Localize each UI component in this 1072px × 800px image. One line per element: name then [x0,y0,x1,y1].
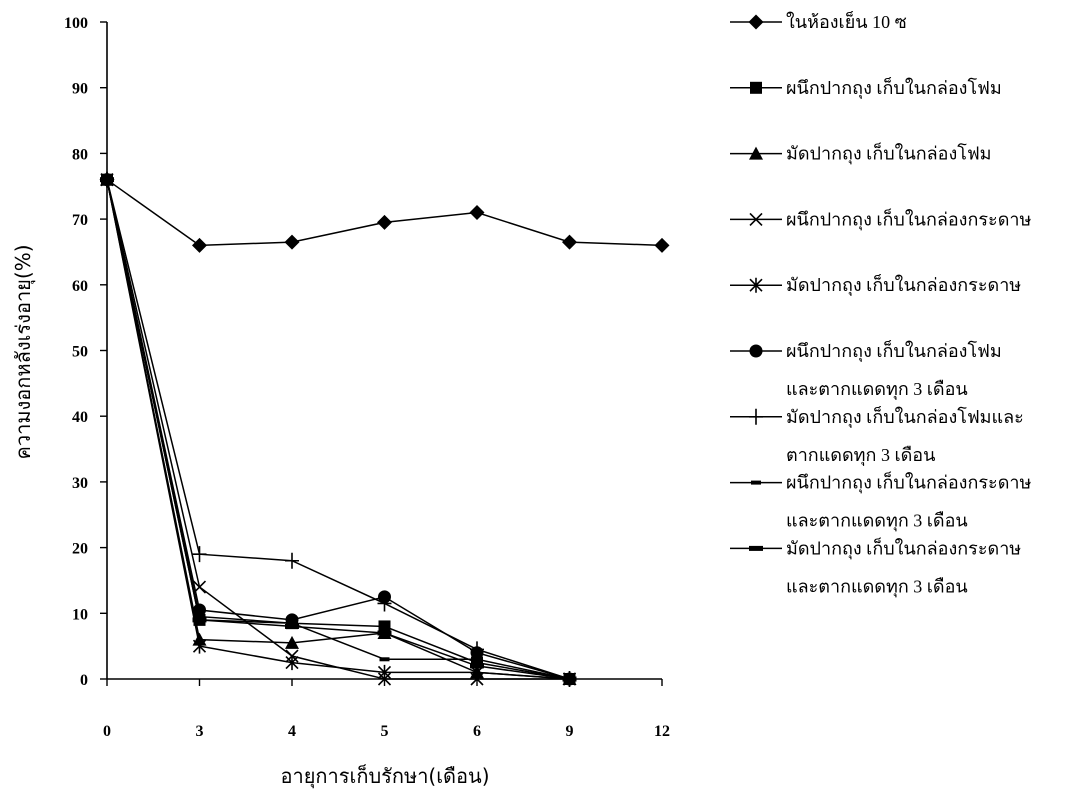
series-6-line [106,179,570,680]
y-tick-label: 30 [72,475,88,492]
series-8-point-3 [194,614,205,619]
short-dash-marker-icon [751,480,761,485]
plus-marker-icon [749,408,763,425]
y-tick-label: 70 [72,212,88,229]
series-9-point-0 [100,177,114,183]
dash-marker-icon [749,545,763,551]
legend-label: ในห้องเย็น 10 ซ [786,10,907,32]
legend-label: ผนึกปากถุง เก็บในกล่องโฟม [786,339,1002,362]
triangle-marker-icon [749,146,763,160]
legend-item-2: ผนึกปากถุง เก็บในกล่องโฟม [730,76,1002,99]
legend-label: ผนึกปากถุง เก็บในกล่องกระดาษ [786,207,1031,230]
series-points [99,171,670,687]
x-axis-title: อายุการเก็บรักษา(เดือน) [280,763,489,789]
legend-item-1: ในห้องเย็น 10 ซ [730,10,907,32]
x-tick-label: 0 [103,723,111,740]
series-1-point-5 [377,214,392,230]
series-7-line [106,179,570,680]
y-tick-label: 10 [72,606,88,623]
legend-label: ตากแดดทุก 3 เดือน [786,445,935,466]
series-9-point-4 [285,623,299,629]
series-7-point-4 [285,552,299,569]
series-3-point-4 [285,635,299,649]
series-2-line [106,179,570,680]
series-7-point-6 [470,641,484,658]
legend-item-8: ผนึกปากถุง เก็บในกล่องกระดาษและตากแดดทุก… [730,471,1031,532]
legend: ในห้องเย็น 10 ซผนึกปากถุง เก็บในกล่องโฟม… [730,10,1031,597]
y-tick-label: 20 [72,541,88,558]
legend-label: และตากแดดทุก 3 เดือน [786,511,968,532]
series-8-point-4 [287,621,297,626]
series-6-point-3 [193,603,206,617]
x-marker-icon [749,212,763,226]
series-1-point-6 [469,205,485,221]
series-5-line [106,179,570,680]
y-tick-label: 100 [64,15,88,32]
series-3-line [106,179,570,680]
legend-item-9: มัดปากถุง เก็บในกล่องกระดาษและตากแดดทุก … [730,536,1021,597]
series-5-point-3 [192,638,207,654]
series-1-point-3 [192,237,207,253]
series-1-line [106,179,663,247]
series-9-point-3 [192,617,207,623]
asterisk-marker-icon [749,277,763,293]
y-axis-title: ความงอกหลังเร่งอายุ(%) [11,244,36,459]
legend-label: และตากแดดทุก 3 เดือน [786,379,968,400]
series-9-point-5 [377,630,392,636]
x-tick-label: 4 [288,723,296,740]
square-marker-icon [750,81,762,94]
series-9-line [106,179,570,680]
x-tick-label: 9 [566,723,574,740]
series-1-point-4 [284,234,300,250]
y-tick-label: 50 [72,344,88,361]
legend-item-3: มัดปากถุง เก็บในกล่องโฟม [730,142,992,165]
legend-label: ผนึกปากถุง เก็บในกล่องกระดาษ [786,471,1031,494]
series-7-point-5 [377,595,392,612]
y-tick-label: 40 [72,409,88,426]
diamond-marker-icon [748,14,764,30]
y-tick-label: 60 [72,278,88,295]
y-tick-label: 0 [80,672,88,689]
series-1-point-9 [562,234,577,250]
series-4-line [106,179,570,680]
legend-item-5: มัดปากถุง เก็บในกล่องกระดาษ [730,273,1021,296]
legend-label: มัดปากถุง เก็บในกล่องกระดาษ [786,273,1021,296]
x-tick-label: 6 [473,723,481,740]
legend-item-4: ผนึกปากถุง เก็บในกล่องกระดาษ [730,207,1031,230]
series-1-point-12 [654,237,670,253]
x-tick-label: 5 [381,723,389,740]
series-5-point-4 [285,655,299,671]
series-9-point-6 [470,663,484,669]
series-8-line [106,179,570,680]
legend-label: มัดปากถุง เก็บในกล่องโฟม [786,142,992,165]
legend-label: มัดปากถุง เก็บในกล่องโฟมและ [786,405,1024,428]
y-tick-label: 90 [72,81,88,98]
series-7-point-3 [192,546,207,563]
series-5-point-5 [377,664,392,680]
series-8-point-5 [379,657,390,662]
legend-label: มัดปากถุง เก็บในกล่องกระดาษ [786,536,1021,559]
legend-label: ผนึกปากถุง เก็บในกล่องโฟม [786,76,1002,99]
x-tick-label: 12 [654,723,670,740]
series-9-point-9 [562,676,577,682]
series-8-point-6 [472,657,482,662]
circle-marker-icon [749,344,763,358]
x-tick-label: 3 [196,723,204,740]
axes: 0 10 20 30 40 50 60 70 80 90 100 0 3 4 5 6 9 12 อายุการเก็… [11,15,670,789]
y-tick-label: 80 [72,146,88,163]
series-4-point-3 [192,580,207,594]
legend-label: และตากแดดทุก 3 เดือน [786,576,968,597]
